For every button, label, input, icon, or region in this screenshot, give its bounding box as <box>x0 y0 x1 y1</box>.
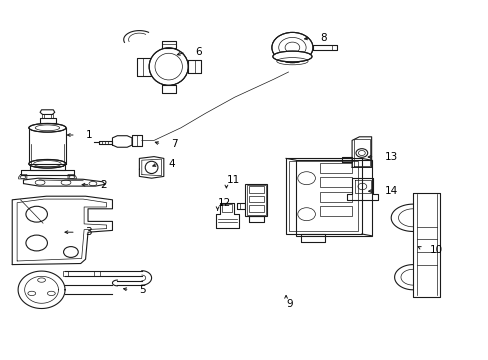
Bar <box>289 161 358 231</box>
Bar <box>295 160 371 236</box>
Text: 3: 3 <box>85 227 92 237</box>
Text: 14: 14 <box>384 186 397 196</box>
Text: 13: 13 <box>384 152 397 162</box>
Bar <box>245 184 267 216</box>
Text: 1: 1 <box>85 130 92 140</box>
Bar <box>320 192 351 202</box>
Ellipse shape <box>29 159 66 168</box>
Text: 9: 9 <box>285 299 292 309</box>
Text: 10: 10 <box>428 245 442 255</box>
Bar <box>27 128 68 180</box>
Bar <box>247 185 265 215</box>
Ellipse shape <box>271 32 312 63</box>
Bar <box>320 163 351 173</box>
Text: 11: 11 <box>226 175 239 185</box>
Bar <box>320 177 351 187</box>
Bar <box>62 271 68 276</box>
Text: 7: 7 <box>171 139 178 149</box>
Ellipse shape <box>272 51 311 62</box>
Bar <box>248 186 264 193</box>
Text: 8: 8 <box>320 33 326 43</box>
Bar <box>94 271 100 276</box>
Ellipse shape <box>29 123 66 132</box>
Text: 2: 2 <box>100 180 107 190</box>
Text: 12: 12 <box>217 198 230 208</box>
Bar <box>248 196 264 202</box>
Text: 4: 4 <box>168 159 175 169</box>
Bar <box>285 158 361 234</box>
Ellipse shape <box>149 48 188 85</box>
Bar <box>248 205 264 212</box>
Bar <box>320 206 351 216</box>
Text: 5: 5 <box>139 285 146 295</box>
Text: 6: 6 <box>195 47 202 57</box>
